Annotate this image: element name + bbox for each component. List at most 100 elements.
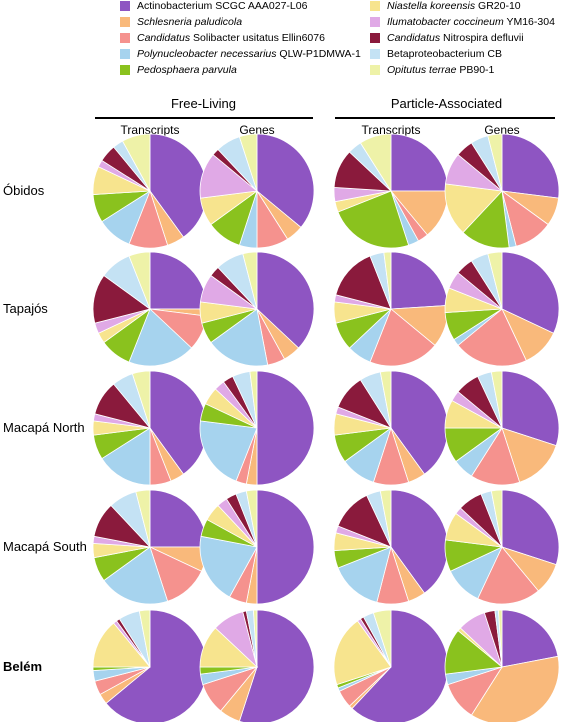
pie-chart: [92, 133, 208, 249]
pie-slice: [379, 370, 392, 429]
legend-label-part: Opitutus terrae: [387, 64, 457, 76]
pie-slice: [497, 609, 503, 668]
pie-slice: [369, 308, 436, 367]
pie-slice: [337, 546, 392, 603]
pie-slice: [444, 183, 503, 234]
pie-slice: [135, 489, 151, 548]
pie-slice: [249, 370, 258, 429]
legend-swatch: [120, 17, 130, 27]
column-label: Transcripts: [121, 123, 180, 137]
legend-swatch: [120, 65, 130, 75]
pie-chart: [92, 370, 208, 486]
legend-swatch: [370, 33, 380, 43]
pie-slice: [121, 133, 151, 192]
pie-chart: [333, 370, 449, 486]
legend-label-part: Pedosphaera parvula: [137, 64, 237, 76]
legend-label: Candidatus Nitrospira defluvii: [387, 32, 524, 44]
legend-label: Opitutus terrae PB90-1: [387, 64, 494, 76]
pie-slice: [379, 489, 392, 548]
row-label: Macapá North: [3, 420, 85, 435]
legend-label-part: Nitrospira defluvii: [440, 32, 524, 44]
legend-item: Candidatus Solibacter usitatus Ellin6076: [120, 32, 325, 44]
legend-label-part: Betaproteobacterium CB: [387, 48, 502, 60]
pie-slice: [256, 489, 315, 605]
pie-slice: [390, 133, 449, 192]
legend-label-part: Polynucleobacter necessarius: [137, 48, 277, 60]
legend-item: Schlesneria paludicola: [120, 16, 242, 28]
pie-chart: [444, 251, 560, 367]
legend-item: Niastella koreensis GR20-10: [370, 0, 521, 12]
legend-swatch: [120, 1, 130, 11]
pie-slice: [238, 133, 258, 192]
pie-chart: [444, 133, 560, 249]
legend-label-part: QLW-P1DMWA-1: [276, 48, 361, 60]
legend-label: Polynucleobacter necessarius QLW-P1DMWA-…: [137, 48, 361, 60]
pie-chart: [333, 489, 449, 605]
legend: Actinobacterium SCGC AAA027-L06 Schlesner…: [0, 0, 567, 80]
legend-item: Betaproteobacterium CB: [370, 48, 502, 60]
pie-slice: [457, 308, 527, 367]
pie-slice: [252, 609, 258, 668]
pie-chart: [92, 609, 208, 722]
pie-chart: [333, 133, 449, 249]
pie-chart: [444, 370, 560, 486]
legend-label-part: Schlesneria paludicola: [137, 16, 243, 28]
legend-label: Betaproteobacterium CB: [387, 48, 502, 60]
pie-slice: [372, 609, 392, 668]
column-label: Transcripts: [362, 123, 421, 137]
pie-slice: [149, 489, 208, 548]
legend-swatch: [370, 17, 380, 27]
pie-chart: [444, 489, 560, 605]
pie-slice: [359, 133, 392, 193]
legend-swatch: [120, 49, 130, 59]
pie-slice: [501, 370, 560, 447]
pie-slice: [487, 133, 503, 192]
legend-label-part: PB90-1: [456, 64, 495, 76]
pie-slice: [210, 308, 269, 367]
pie-chart: [333, 251, 449, 367]
pie-slice: [238, 609, 315, 722]
pie-chart: [92, 251, 208, 367]
pie-slice: [131, 370, 151, 429]
pie-slice: [333, 620, 392, 686]
column-label: Genes: [484, 123, 519, 137]
pie-slice: [390, 370, 449, 475]
legend-item: Actinobacterium SCGC AAA027-L06: [120, 0, 307, 12]
legend-swatch: [120, 33, 130, 43]
legend-label-part: Actinobacterium SCGC AAA027-L06: [137, 0, 308, 12]
pie-chart: [199, 133, 315, 249]
pie-slice: [487, 251, 503, 310]
pie-slice: [490, 489, 503, 548]
legend-label: Ilumatobacter coccineum YM16-304: [387, 16, 555, 28]
group-title: Free-Living: [171, 96, 236, 111]
legend-label: Schlesneria paludicola: [137, 16, 242, 28]
pie-slice: [245, 489, 258, 548]
row-label: Tapajós: [3, 301, 48, 316]
pie-chart: [199, 609, 315, 722]
pie-slice: [470, 655, 560, 722]
pie-slice: [199, 420, 258, 482]
group-title: Particle-Associated: [391, 96, 502, 111]
pie-slice: [383, 251, 392, 310]
legend-item: Opitutus terrae PB90-1: [370, 64, 494, 76]
pie-slice: [128, 251, 151, 310]
legend-item: Polynucleobacter necessarius QLW-P1DMWA-…: [120, 48, 361, 60]
legend-swatch: [370, 1, 380, 11]
legend-label-part: Solibacter usitatus Ellin6076: [190, 32, 325, 44]
pie-slice: [256, 370, 315, 486]
pie-slice: [256, 133, 315, 228]
legend-label-part: GR20-10: [475, 0, 521, 12]
legend-swatch: [370, 65, 380, 75]
legend-item: Ilumatobacter coccineum YM16-304: [370, 16, 555, 28]
pie-chart: [199, 251, 315, 367]
legend-item: Candidatus Nitrospira defluvii: [370, 32, 524, 44]
pie-slice: [103, 546, 169, 605]
pie-slice: [101, 427, 151, 486]
pie-slice: [351, 609, 449, 722]
legend-label-part: Ilumatobacter coccineum: [387, 16, 504, 28]
legend-label-part: Candidatus: [137, 32, 191, 44]
pie-chart: [333, 609, 449, 722]
legend-swatch: [370, 49, 380, 59]
legend-label: Actinobacterium SCGC AAA027-L06: [137, 0, 307, 12]
legend-label: Pedosphaera parvula: [137, 64, 237, 76]
